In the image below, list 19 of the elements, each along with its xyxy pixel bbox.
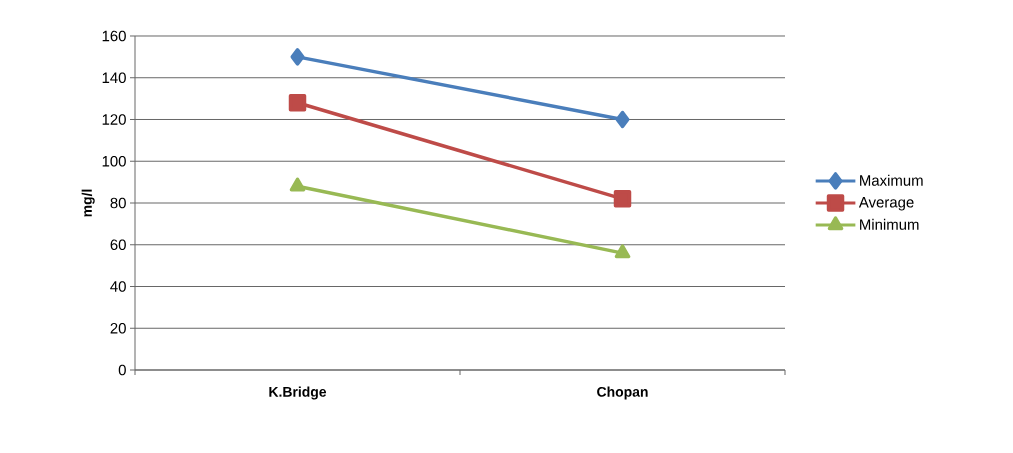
legend-label: Average [858, 197, 914, 211]
point [288, 94, 307, 112]
y-tick-label: 40 [110, 281, 126, 292]
legend-label: Maximum [860, 174, 923, 186]
y-tick-label: 80 [110, 197, 126, 209]
legend-label: Minimum [860, 218, 919, 230]
y-tick-label: 100 [102, 155, 126, 167]
x-tick-label: Chopan [597, 386, 648, 400]
y-tick-label: 60 [110, 239, 126, 251]
y-tick-label: 20 [110, 322, 126, 334]
y-axis-title: mg/l [81, 189, 95, 217]
x-tick-label: K.Bridge [269, 386, 327, 400]
point [613, 190, 632, 208]
point [615, 110, 630, 129]
y-tick-label: 160 [102, 30, 126, 42]
y-tick-label: 120 [102, 114, 126, 125]
y-tick-label: 0 [118, 364, 126, 376]
point [290, 48, 305, 66]
y-tick-label: 140 [102, 72, 126, 84]
